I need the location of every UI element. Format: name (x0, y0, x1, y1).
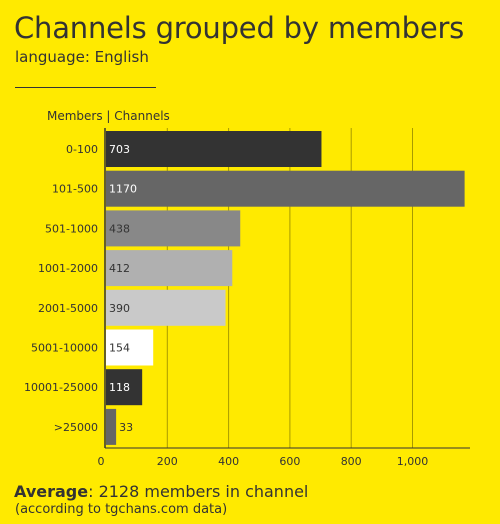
bar->25000 (106, 408, 117, 445)
bar-10001-25000 (106, 369, 143, 406)
category-label: 10001-25000 (24, 381, 98, 394)
data-source-note: (according to tgchans.com data) (15, 502, 228, 517)
value-label: 154 (109, 342, 130, 355)
bar-chart: Members | Channels 0-100 703 101-500 1170 501… (24, 109, 470, 468)
value-label: 412 (109, 262, 130, 275)
average-summary: Average: 2128 members in channel (14, 482, 308, 502)
category-label: 501-1000 (45, 222, 98, 235)
title-underline (15, 87, 156, 88)
bar-101-500 (106, 170, 465, 207)
x-tick-label: 800 (341, 455, 362, 468)
average-label: Average (14, 482, 89, 501)
x-tick-label: 600 (279, 455, 300, 468)
value-label: 438 (109, 222, 130, 235)
category-label: 1001-2000 (38, 262, 98, 275)
x-tick-label: 1,000 (397, 455, 429, 468)
bar-501-1000 (106, 210, 241, 247)
x-tick-label: 0 (98, 455, 105, 468)
value-label: 33 (119, 421, 133, 434)
average-text: : 2128 members in channel (88, 482, 309, 501)
bar-1001-2000 (106, 250, 233, 287)
chart-subtitle: language: English (15, 48, 149, 66)
value-label: 1170 (109, 183, 137, 196)
category-label: 0-100 (66, 143, 98, 156)
bar-2001-5000 (106, 289, 226, 326)
chart-title: Channels grouped by members (14, 11, 465, 45)
value-label: 118 (109, 381, 130, 394)
category-label: 101-500 (52, 183, 98, 196)
category-label: >25000 (54, 421, 98, 434)
value-label: 390 (109, 302, 130, 315)
category-label: 2001-5000 (38, 302, 98, 315)
category-label: 5001-10000 (31, 342, 98, 355)
x-tick-label: 200 (157, 455, 178, 468)
bar-0-100 (106, 131, 322, 167)
axis-header: Members | Channels (47, 109, 170, 123)
value-label: 703 (109, 143, 130, 156)
x-tick-label: 400 (218, 455, 239, 468)
bar-5001-10000 (106, 329, 154, 366)
